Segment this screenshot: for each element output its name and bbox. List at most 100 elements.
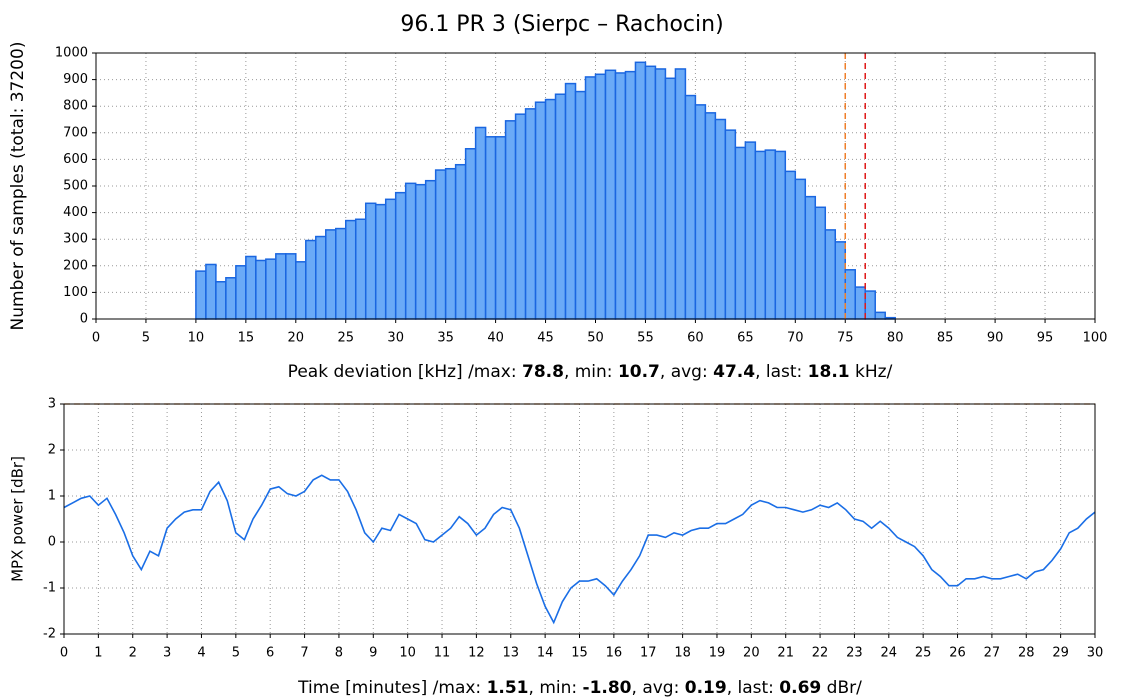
x-tick-label: 5 xyxy=(232,646,240,661)
x-tick-label: 3 xyxy=(163,646,171,661)
x-tick-label: 40 xyxy=(487,331,504,346)
bar xyxy=(514,113,527,320)
x-tick-label: 27 xyxy=(984,646,1001,661)
bar xyxy=(325,229,337,320)
x-tick-label: 17 xyxy=(640,646,657,661)
x-axis-label-part: -1.80 xyxy=(583,678,632,698)
x-axis-label-part: , min: xyxy=(564,362,618,382)
x-tick-label: 50 xyxy=(587,331,604,346)
x-tick-label: 20 xyxy=(288,331,305,346)
bar xyxy=(724,129,737,320)
x-tick-label: 60 xyxy=(687,331,704,346)
bar xyxy=(564,82,577,320)
y-tick-label: 800 xyxy=(63,99,88,114)
y-tick-label: 900 xyxy=(63,72,88,87)
x-tick-label: 4 xyxy=(197,646,205,661)
x-axis-label-part: 78.8 xyxy=(522,362,564,382)
x-tick-label: 35 xyxy=(437,331,454,346)
x-axis-label-part: 0.69 xyxy=(779,678,821,698)
bar xyxy=(574,90,587,320)
y-tick-label: -1 xyxy=(43,581,56,596)
plot-frame xyxy=(63,403,1096,635)
x-axis-label: Time [minutes] /max: 1.51, min: -1.80, a… xyxy=(297,678,862,698)
bar xyxy=(295,261,307,320)
x-tick-label: 10 xyxy=(188,331,205,346)
bar xyxy=(694,104,707,320)
y-tick-label: 0 xyxy=(48,535,56,550)
bar xyxy=(734,146,747,320)
bar xyxy=(235,265,247,320)
x-tick-label: 2 xyxy=(129,646,137,661)
bar xyxy=(744,141,757,320)
x-tick-label: 0 xyxy=(92,331,100,346)
x-tick-label: 16 xyxy=(606,646,623,661)
bar xyxy=(834,241,847,320)
x-tick-label: 90 xyxy=(987,331,1004,346)
bar xyxy=(424,179,437,320)
bar xyxy=(195,270,207,320)
x-tick-label: 30 xyxy=(1087,646,1104,661)
x-axis-label-part: 47.4 xyxy=(713,362,755,382)
x-tick-label: 13 xyxy=(502,646,519,661)
bar xyxy=(404,182,417,320)
x-axis-label-part: kHz/ xyxy=(850,362,893,382)
x-tick-label: 24 xyxy=(881,646,898,661)
y-tick-label: -2 xyxy=(43,627,56,642)
bar xyxy=(554,93,567,320)
bar xyxy=(644,65,657,320)
bar xyxy=(684,94,697,320)
bar xyxy=(504,120,517,320)
x-tick-label: 29 xyxy=(1052,646,1069,661)
y-tick-label: 3 xyxy=(48,397,56,412)
x-axis-label-part: , avg: xyxy=(632,678,685,698)
x-tick-label: 70 xyxy=(787,331,804,346)
x-tick-label: 20 xyxy=(743,646,760,661)
bar xyxy=(624,70,637,320)
bar xyxy=(364,202,377,320)
y-tick-label: 1 xyxy=(48,489,56,504)
bar xyxy=(544,98,557,320)
bar xyxy=(764,149,777,320)
bar xyxy=(774,150,787,320)
x-tick-label: 55 xyxy=(637,331,654,346)
x-tick-label: 6 xyxy=(266,646,274,661)
x-tick-label: 1 xyxy=(94,646,102,661)
y-tick-label: 2 xyxy=(48,443,56,458)
x-tick-label: 85 xyxy=(937,331,954,346)
bar xyxy=(384,198,397,320)
bar xyxy=(864,290,876,320)
x-axis-label-part: , min: xyxy=(529,678,583,698)
bar xyxy=(664,77,677,320)
x-axis-label-part: 1.51 xyxy=(487,678,529,698)
bar xyxy=(794,178,807,320)
bar xyxy=(804,195,817,320)
x-tick-label: 10 xyxy=(399,646,416,661)
bar xyxy=(654,68,667,320)
bar xyxy=(464,148,477,320)
x-tick-label: 12 xyxy=(468,646,485,661)
x-tick-label: 7 xyxy=(300,646,308,661)
x-tick-label: 21 xyxy=(777,646,794,661)
bar xyxy=(784,170,797,320)
y-tick-label: 700 xyxy=(63,125,88,140)
x-tick-label: 15 xyxy=(238,331,255,346)
bar xyxy=(345,219,357,320)
bar xyxy=(754,150,767,320)
line xyxy=(63,474,1096,625)
x-tick-label: 75 xyxy=(837,331,854,346)
bar xyxy=(584,76,597,320)
x-tick-label: 22 xyxy=(812,646,829,661)
bar xyxy=(414,183,427,320)
x-axis-label-part: dBr/ xyxy=(821,678,862,698)
bar xyxy=(704,112,717,320)
y-axis-label: MPX power [dBr] xyxy=(9,456,27,582)
bar xyxy=(335,227,347,320)
x-axis-label-part: Peak deviation [kHz] /max: xyxy=(288,362,522,382)
x-axis-label-part: 0.19 xyxy=(685,678,727,698)
x-tick-label: 95 xyxy=(1037,331,1054,346)
bar xyxy=(394,191,407,320)
bar xyxy=(674,68,687,320)
bar xyxy=(814,206,827,320)
x-axis-label-part: , last: xyxy=(755,362,808,382)
chart-title: 96.1 PR 3 (Sierpc – Rachocin) xyxy=(400,12,723,37)
